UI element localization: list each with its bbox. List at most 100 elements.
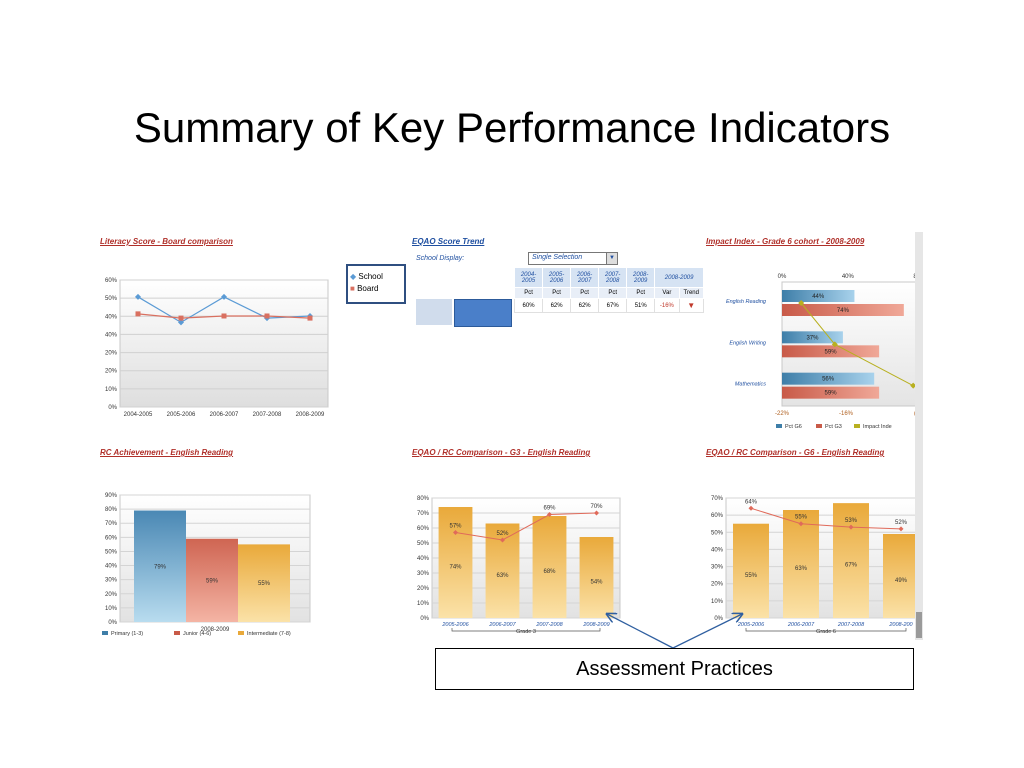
bar-label: 74%	[837, 308, 850, 314]
y-tick-label: 10%	[417, 601, 430, 607]
x-tick-label: 2005-2006	[737, 622, 765, 628]
dashboard-scrollbar[interactable]	[915, 232, 923, 640]
panel-title-literacy[interactable]: Literacy Score - Board comparison	[100, 237, 233, 246]
rc-label: 70%	[590, 504, 603, 510]
y-tick-label: 20%	[417, 586, 430, 592]
x-tick-label: 2008-2009	[582, 622, 609, 628]
category-label: Mathematics	[735, 382, 766, 388]
sub-header: Pct	[598, 287, 628, 299]
literacy-legend: ◆ School ■ Board	[346, 264, 406, 304]
x-tick-label: 2007-2008	[253, 412, 282, 418]
y-tick-label: 70%	[105, 521, 118, 527]
sub-header: Trend	[678, 287, 704, 299]
trend-sparkbar-selected[interactable]	[454, 299, 512, 327]
bar-label: 67%	[845, 563, 858, 569]
legend-swatch	[854, 424, 860, 428]
y-tick-label: 60%	[417, 526, 430, 532]
sub-header: Pct	[570, 287, 600, 299]
y-tick-label: 20%	[105, 592, 118, 598]
y-tick-label: 20%	[105, 369, 118, 375]
literacy-chart: 0% 10% 20% 20% 40% 40% 50% 60% 2004-2005 2005-200…	[105, 278, 329, 418]
bar-pct-g6	[782, 290, 855, 302]
legend-marker-board: ■	[350, 284, 355, 293]
table-cell: 67%	[598, 298, 628, 313]
year-header: 2005-2006	[542, 267, 572, 288]
bar-label: 49%	[895, 578, 908, 584]
bar-pct-g3	[782, 386, 880, 399]
sub-header: Pct	[626, 287, 656, 299]
y-tick-label: 60%	[105, 535, 118, 541]
y-tick-label: 0%	[108, 620, 117, 626]
y-tick-label: 50%	[417, 541, 430, 547]
scrollbar-thumb[interactable]	[916, 612, 922, 638]
panel-title-g3[interactable]: EQAO / RC Comparison - G3 - English Read…	[412, 448, 591, 457]
panel-eqao-trend: EQAO Score Trend School Display: Single …	[410, 232, 705, 444]
sub-header: Var	[654, 287, 680, 299]
y-tick-label: 20%	[711, 582, 724, 588]
bar-label: 55%	[258, 581, 271, 587]
legend-swatch	[174, 631, 180, 635]
legend-swatch	[816, 424, 822, 428]
school-display-label: School Display:	[416, 255, 465, 262]
y-tick-label: 60%	[711, 513, 724, 519]
bar-eqao	[783, 510, 819, 618]
panel-title-g6[interactable]: EQAO / RC Comparison - G6 - English Read…	[706, 448, 885, 457]
legend-marker-school: ◆	[350, 272, 357, 281]
year-header: 2007-2008	[598, 267, 628, 288]
chevron-down-icon[interactable]: ▼	[606, 253, 617, 264]
table-cell: 62%	[542, 298, 572, 313]
table-cell: 51%	[626, 298, 656, 313]
bottom-axis-label: -22%	[775, 411, 790, 417]
eqao-trend-table: 2004-2005 2005-2006 2006-2007 2007-2008 …	[513, 267, 704, 313]
rc-point	[453, 530, 458, 535]
point-board	[307, 315, 313, 321]
bar-pct-g3	[782, 304, 904, 316]
bar-label: 68%	[543, 569, 556, 575]
point-board	[178, 315, 184, 321]
g6-chart: 0% 10% 20% 30% 40% 50% 60% 70% 55% 2005-2006 63% 20…	[711, 496, 923, 635]
x-tick-label: 2004-2005	[124, 412, 153, 418]
legend-label: Pct G3	[825, 424, 842, 430]
legend-swatch	[776, 424, 782, 428]
legend-label: Impact Inde	[863, 424, 892, 430]
y-tick-label: 30%	[417, 571, 430, 577]
y-tick-label: 50%	[711, 530, 724, 536]
panel-title-impact[interactable]: Impact Index - Grade 6 cohort - 2008-200…	[706, 237, 865, 246]
category-label: English Reading	[726, 299, 767, 305]
y-tick-label: 30%	[105, 578, 118, 584]
rc-point	[748, 505, 754, 511]
x-tick-label: 2007-2008	[535, 622, 563, 628]
point-board	[221, 313, 227, 319]
trend-down-icon: ▼	[678, 298, 704, 313]
y-tick-label: 10%	[105, 606, 118, 612]
y-tick-label: 40%	[105, 314, 118, 320]
category-label: English Writing	[729, 340, 767, 346]
table-cell: 60%	[513, 298, 544, 313]
y-tick-label: 50%	[105, 296, 118, 302]
legend-label: Junior (4-6)	[183, 631, 211, 637]
panel-impact: Impact Index - Grade 6 cohort - 2008-200…	[704, 232, 923, 444]
plot-area	[119, 279, 329, 408]
point-board	[135, 311, 141, 317]
table-cell: 62%	[570, 298, 600, 313]
bar-primary-1-3-	[134, 510, 186, 622]
y-tick-label: 20%	[105, 351, 118, 357]
y-tick-label: 10%	[105, 387, 118, 393]
impact-point	[831, 341, 838, 348]
x-tick-label: 2008-200	[888, 622, 913, 628]
bar-junior-4-6-	[186, 538, 238, 622]
bar-label: 37%	[806, 335, 819, 341]
point-board	[264, 313, 270, 319]
legend-label-board: Board	[357, 284, 379, 293]
y-tick-label: 90%	[105, 493, 118, 499]
panel-title-rc[interactable]: RC Achievement - English Reading	[100, 448, 234, 457]
bar-label: 54%	[590, 580, 603, 586]
sub-header: Pct	[513, 287, 544, 299]
group-bracket	[745, 628, 907, 632]
slide-title: Summary of Key Performance Indicators	[133, 104, 891, 151]
year-header: 2004-2005	[513, 267, 544, 288]
rc-point	[848, 524, 854, 530]
school-display-select[interactable]: Single Selection ▼	[528, 252, 618, 265]
panel-title-eqao-trend[interactable]: EQAO Score Trend	[412, 237, 485, 246]
legend-label-school: School	[358, 272, 383, 281]
